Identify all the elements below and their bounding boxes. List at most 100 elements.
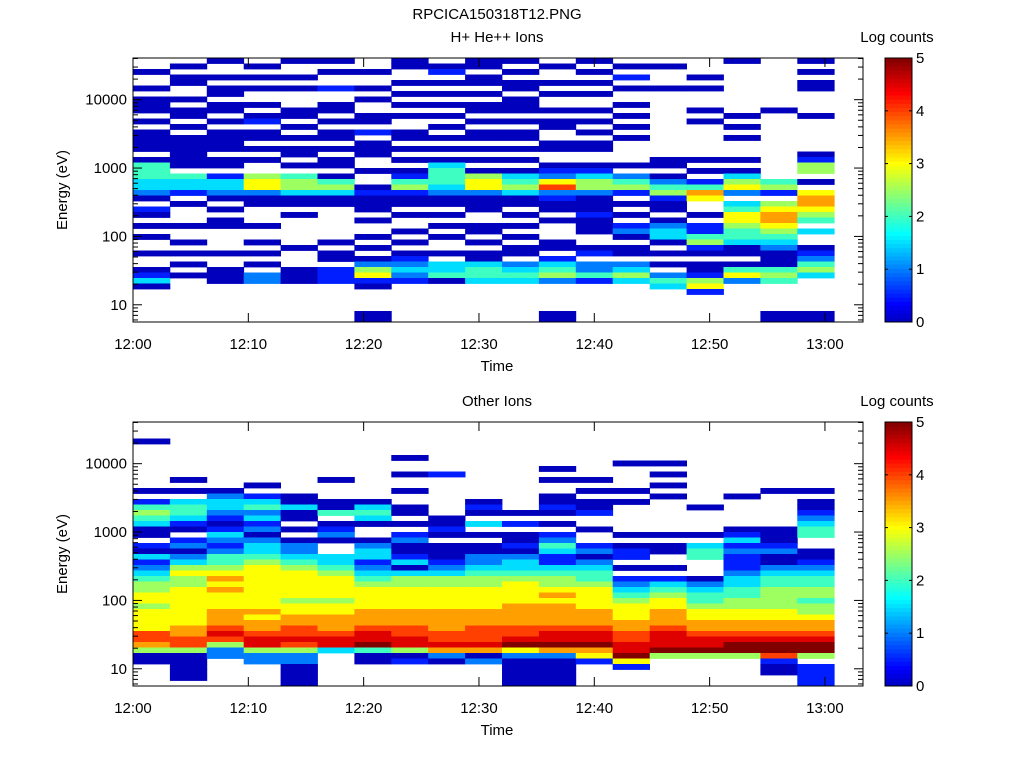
heatmap-cell: [612, 184, 650, 191]
heatmap-cell: [428, 201, 466, 207]
heatmap-cell: [465, 592, 503, 599]
heatmap-cell: [686, 642, 724, 648]
colorbar-frame: [884, 421, 913, 687]
heatmap-cell: [760, 614, 798, 621]
heatmap-cell: [133, 135, 171, 141]
heatmap-cell: [391, 173, 429, 180]
heatmap-cell: [797, 190, 835, 196]
heatmap-cell: [502, 609, 540, 615]
heatmap-cell: [317, 272, 355, 279]
heatmap-cell: [723, 559, 761, 566]
heatmap-cell: [797, 620, 835, 626]
heatmap-cell: [538, 278, 577, 284]
heatmap-cell: [391, 168, 429, 174]
heatmap-cell: [317, 135, 355, 141]
heatmap-cell: [575, 195, 614, 202]
heatmap-cell: [243, 250, 281, 257]
colorbar-segment: [885, 297, 912, 302]
colorbar-segment: [885, 128, 912, 133]
heatmap-cell: [612, 173, 650, 180]
heatmap-cell: [465, 603, 503, 610]
heatmap-cell: [760, 664, 798, 670]
heatmap-cell: [797, 168, 835, 174]
heatmap-cell: [502, 521, 540, 527]
heatmap-cell: [133, 168, 171, 174]
heatmap-cell: [317, 570, 355, 577]
colorbar-segment: [885, 459, 912, 464]
heatmap-cell: [760, 636, 798, 643]
heatmap-cell: [169, 565, 208, 571]
heatmap-cell: [612, 499, 650, 505]
heatmap-cell: [797, 592, 835, 599]
heatmap-cell: [502, 195, 540, 202]
colorbar-tick-label: 4: [916, 103, 924, 120]
heatmap-cell: [206, 195, 245, 202]
heatmap-cell: [797, 581, 835, 588]
colorbar-segment: [885, 177, 912, 183]
heatmap-cell: [428, 554, 466, 560]
heatmap-cell: [797, 228, 835, 235]
colorbar-segment: [885, 62, 912, 67]
heatmap-cell: [760, 256, 798, 262]
heatmap-cell: [391, 63, 429, 70]
heatmap-cell: [760, 658, 798, 665]
heatmap-cell: [538, 647, 577, 654]
heatmap-cell: [243, 201, 281, 207]
heatmap-cell: [317, 510, 355, 516]
heatmap-cell: [797, 625, 835, 632]
heatmap-cell: [797, 212, 835, 218]
heatmap-cell: [502, 69, 540, 75]
colorbar-segment: [885, 549, 912, 555]
heatmap-cell: [354, 642, 392, 648]
y-tick-label: 100: [102, 228, 127, 245]
heatmap-cell: [723, 576, 761, 582]
colorbar-segment: [885, 181, 912, 187]
heatmap-cell: [575, 499, 614, 505]
colorbar-segment: [885, 475, 912, 481]
heatmap-cell: [760, 526, 798, 533]
heatmap-cell: [649, 548, 687, 555]
heatmap-cell: [760, 228, 798, 235]
heatmap-cell: [317, 477, 355, 483]
heatmap-cell: [723, 58, 761, 64]
colorbar-segment: [885, 665, 912, 670]
heatmap-cell: [686, 532, 724, 538]
heatmap-cell: [797, 603, 835, 610]
heatmap-cell: [760, 620, 798, 626]
heatmap-cell: [206, 532, 245, 538]
heatmap-cell: [354, 510, 392, 516]
heatmap-cell: [133, 532, 171, 538]
heatmap-cell: [465, 570, 503, 577]
heatmap-cell: [206, 642, 245, 648]
heatmap-cell: [243, 576, 281, 582]
heatmap-cell: [686, 85, 724, 92]
heatmap-cell: [502, 261, 540, 268]
colorbar-segment: [885, 86, 912, 92]
heatmap-cell: [575, 228, 614, 235]
colorbar-segment: [885, 488, 912, 493]
heatmap-cell: [243, 184, 281, 191]
colorbar-frame: [884, 57, 913, 323]
heatmap-cell: [280, 598, 318, 604]
heatmap-cell: [169, 190, 208, 196]
heatmap-cell: [428, 636, 466, 643]
heatmap-cell: [391, 278, 429, 284]
heatmap-cell: [206, 190, 245, 196]
heatmap-cell: [649, 261, 687, 268]
heatmap-cell: [502, 537, 540, 544]
colorbar-segment: [885, 578, 912, 584]
heatmap-cell: [465, 653, 503, 659]
heatmap-cell: [206, 267, 245, 273]
heatmap-cell: [538, 217, 577, 224]
heatmap-cell: [243, 543, 281, 549]
colorbar-segment: [885, 615, 912, 621]
heatmap-cell: [502, 118, 540, 125]
heatmap-cell: [243, 504, 281, 511]
colorbar-tick-label: 2: [916, 208, 924, 225]
heatmap-cell: [502, 554, 540, 560]
heatmap-cell: [797, 653, 835, 659]
heatmap-cell: [502, 173, 540, 180]
colorbar-segment: [885, 657, 912, 662]
heatmap-cell: [538, 598, 577, 604]
panel-h-he-ions: H+ He++ Ions Log counts Time Energy (eV)…: [54, 29, 934, 375]
